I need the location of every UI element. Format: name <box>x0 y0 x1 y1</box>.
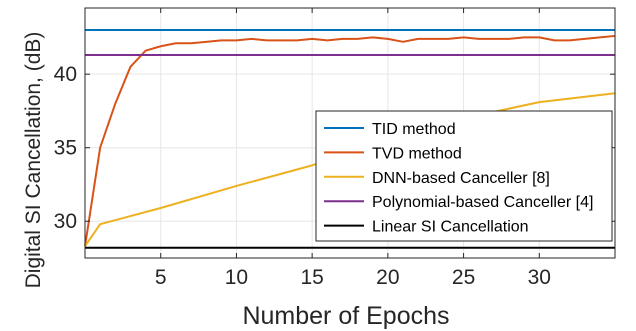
x-tick-label: 10 <box>225 266 248 289</box>
legend-label-2: DNN-based Canceller [8] <box>372 170 550 187</box>
legend-box <box>315 110 613 242</box>
legend-label-3: Polynomial-based Canceller [4] <box>372 194 593 211</box>
legend-label-4: Linear SI Cancellation <box>372 219 529 236</box>
x-axis-label: Number of Epochs <box>242 302 449 330</box>
y-axis-label: Digital SI Cancellation, (dB) <box>22 32 45 289</box>
series-line-2 <box>84 92 616 247</box>
y-tick-label: 40 <box>54 63 77 86</box>
x-tick-label: 25 <box>452 266 475 289</box>
x-tick-label: 30 <box>528 266 551 289</box>
series-lines <box>84 29 616 249</box>
y-axis-ticks: 30 35 40 <box>54 63 615 233</box>
x-tick-label: 5 <box>155 266 167 289</box>
legend-label-1: TVD method <box>372 145 462 162</box>
plot-area-frame <box>84 7 616 259</box>
x-axis-ticks: 5 10 15 20 25 30 <box>155 8 551 289</box>
y-tick-label: 30 <box>54 210 77 233</box>
y-tick-label: 35 <box>54 137 77 160</box>
x-tick-label: 20 <box>376 266 399 289</box>
series-line-1 <box>84 34 616 247</box>
legend-label-0: TID method <box>372 121 456 138</box>
x-tick-label: 15 <box>300 266 323 289</box>
legend: TID method TVD method DNN-based Canceller … <box>315 110 613 242</box>
